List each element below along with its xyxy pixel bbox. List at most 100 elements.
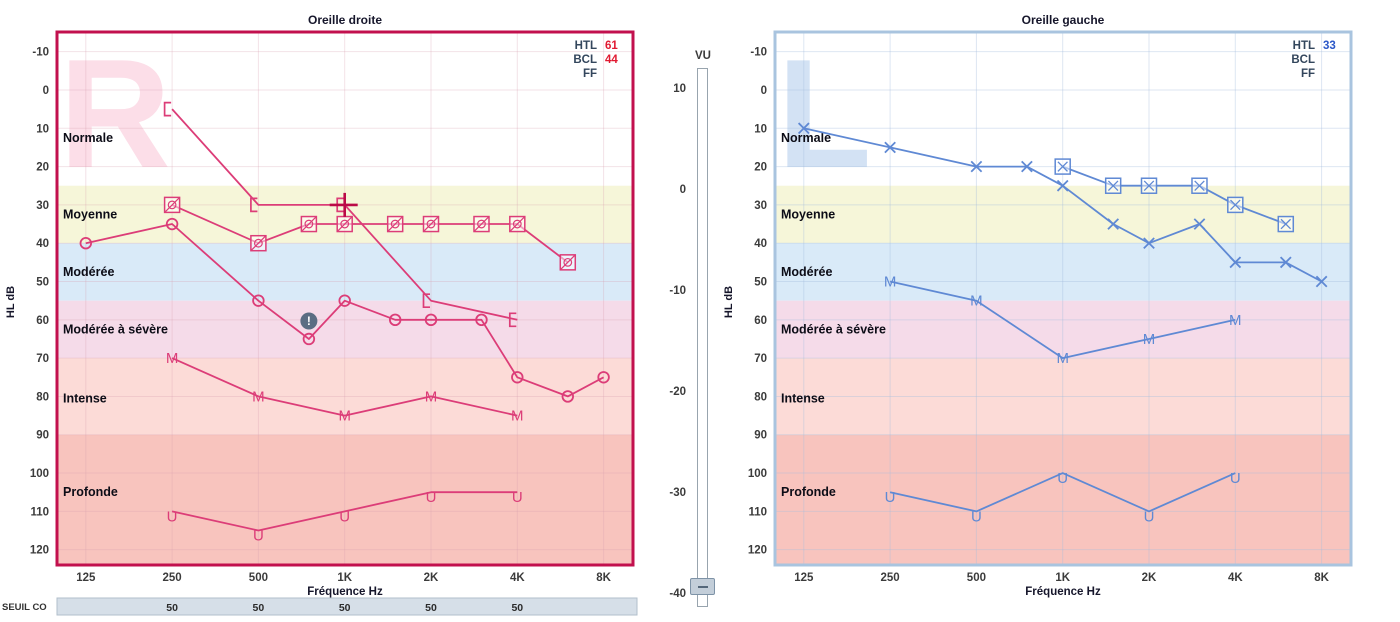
vu-meter-label: VU (695, 50, 711, 62)
boxed-slash-marker[interactable] (559, 254, 577, 271)
circle-marker[interactable] (165, 217, 179, 231)
legend-label-htl: HTL (575, 40, 597, 52)
legend-label-ff: FF (583, 68, 597, 80)
M-marker[interactable]: M (1143, 331, 1156, 348)
seuil-co-label: SEUIL CO (2, 602, 47, 613)
y-tick-70: 70 (754, 353, 767, 365)
y-tick--10: -10 (32, 47, 49, 59)
boxed-x-marker[interactable] (1227, 196, 1244, 214)
y-axis-title: HL dB (5, 286, 17, 318)
vu-slider-track[interactable] (690, 68, 715, 607)
x-marker[interactable] (1056, 179, 1069, 192)
svg-text:U: U (971, 508, 982, 525)
boxed-slash-marker[interactable] (509, 215, 526, 233)
x-marker[interactable] (1021, 160, 1033, 173)
x-marker[interactable] (1279, 256, 1292, 269)
M-marker[interactable]: M (425, 388, 438, 405)
U-marker[interactable]: U (339, 508, 350, 525)
x-marker[interactable] (1193, 218, 1206, 230)
M-marker[interactable]: M (884, 274, 897, 291)
boxed-slash-marker[interactable] (473, 215, 490, 233)
U-marker[interactable]: U (885, 489, 896, 506)
circle-marker[interactable] (388, 313, 402, 327)
x-marker[interactable] (797, 122, 810, 135)
y-tick-0: 0 (43, 85, 49, 97)
vu-tick--30: -30 (669, 487, 686, 499)
boxed-slash-marker[interactable] (300, 215, 318, 233)
circle-marker[interactable] (511, 371, 524, 384)
circle-marker[interactable] (597, 371, 610, 384)
y-axis-title: HL dB (723, 286, 735, 318)
circle-marker[interactable] (79, 237, 93, 250)
boxed-slash-marker[interactable] (422, 215, 440, 233)
U-marker[interactable]: U (253, 528, 264, 545)
vu-slider-thumb[interactable] (690, 578, 715, 595)
M-marker[interactable]: M (338, 408, 351, 425)
circle-marker[interactable] (252, 294, 265, 307)
alert-badge: ! (300, 312, 318, 330)
circle-marker[interactable] (424, 313, 438, 327)
M-marker[interactable]: M (1229, 312, 1242, 329)
y-tick-100: 100 (748, 468, 767, 480)
severity-band-profonde (57, 434, 633, 565)
M-marker[interactable]: M (970, 293, 983, 310)
x-marker[interactable] (1107, 218, 1120, 230)
seuil-co-bar[interactable] (56, 597, 638, 616)
M-marker[interactable]: M (1056, 350, 1069, 367)
severity-band-mod-r-e (57, 243, 633, 301)
M-marker[interactable]: M (166, 350, 179, 367)
U-marker[interactable]: U (1230, 470, 1241, 487)
M-marker[interactable]: M (252, 388, 265, 405)
circle-marker[interactable] (302, 332, 316, 346)
y-tick-90: 90 (754, 430, 767, 442)
boxed-x-marker[interactable] (1140, 177, 1158, 194)
band-label-mod-r-e-s-v-re: Modérée à sévère (63, 322, 168, 336)
y-tick-120: 120 (30, 545, 49, 557)
boxed-slash-marker[interactable] (163, 196, 181, 214)
M-marker[interactable]: M (511, 408, 524, 425)
U-marker[interactable]: U (1144, 508, 1155, 525)
x-tick-4k: 4K (510, 572, 525, 584)
boxed-slash-marker[interactable] (386, 215, 404, 233)
y-tick-80: 80 (36, 391, 49, 403)
boxed-x-marker[interactable] (1191, 177, 1208, 194)
x-marker[interactable] (970, 160, 983, 173)
ear-watermark-letter: L (777, 27, 872, 200)
bracket-marker[interactable] (250, 197, 258, 213)
x-marker[interactable] (1315, 275, 1328, 288)
band-label-profonde: Profonde (781, 485, 836, 499)
x-tick-125: 125 (794, 572, 814, 584)
x-marker[interactable] (1143, 237, 1155, 250)
bracket-marker[interactable] (422, 293, 431, 309)
boxed-x-marker[interactable] (1104, 177, 1122, 194)
U-marker[interactable]: U (1057, 470, 1068, 487)
svg-text:U: U (512, 489, 523, 506)
vu-tick-0: 0 (679, 184, 686, 196)
boxed-slash-marker[interactable] (250, 234, 267, 252)
severity-band-mod-r-e (775, 243, 1351, 301)
boxed-x-marker[interactable] (1277, 215, 1295, 233)
x-marker[interactable] (1229, 256, 1242, 269)
U-marker[interactable]: U (512, 489, 523, 506)
U-marker[interactable]: U (167, 508, 178, 525)
band-label-normale: Normale (781, 131, 831, 145)
circle-marker[interactable] (561, 390, 574, 403)
vu-tick-10: 10 (673, 83, 686, 95)
y-tick-120: 120 (748, 545, 767, 557)
legend: HTL 33 BCL FF (1291, 40, 1335, 80)
x-marker[interactable] (884, 141, 896, 154)
U-marker[interactable]: U (426, 489, 437, 506)
y-tick-100: 100 (30, 468, 49, 480)
circle-marker[interactable] (338, 294, 351, 307)
U-marker[interactable]: U (971, 508, 982, 525)
y-tick-10: 10 (36, 123, 49, 135)
boxed-slash-marker[interactable] (336, 215, 353, 233)
bracket-marker[interactable] (508, 312, 517, 328)
y-tick-20: 20 (754, 162, 767, 174)
svg-text:M: M (970, 293, 983, 310)
bracket-marker[interactable] (163, 101, 172, 117)
circle-marker[interactable] (475, 313, 488, 327)
exclamation-icon: ! (307, 314, 311, 328)
boxed-x-marker[interactable] (1054, 158, 1071, 175)
